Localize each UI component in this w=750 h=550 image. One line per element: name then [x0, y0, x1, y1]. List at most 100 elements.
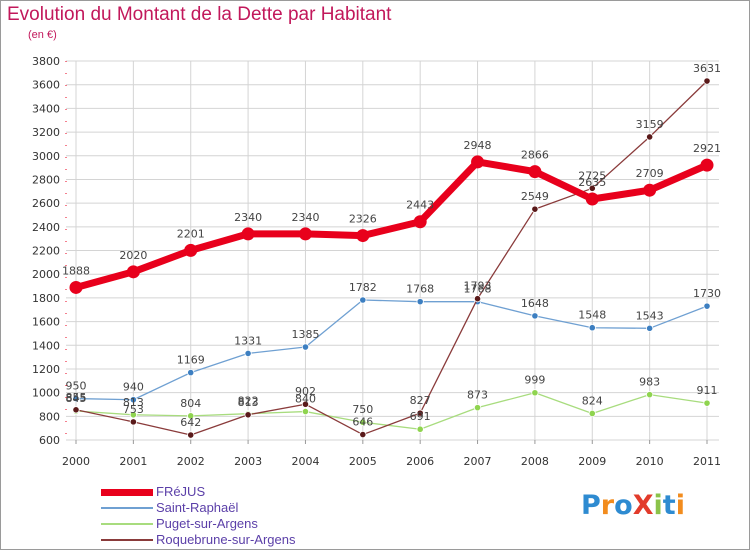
series-2-point — [588, 409, 596, 418]
data-label: 840 — [295, 393, 316, 406]
y-tick-label: 2000 — [32, 268, 60, 281]
x-tick-label: 2000 — [62, 455, 90, 468]
y-tick-label: 2600 — [32, 197, 60, 210]
series-1-point — [187, 369, 195, 377]
x-tick-label: 2005 — [349, 455, 377, 468]
data-label: 813 — [123, 396, 144, 409]
data-label: 1648 — [521, 297, 549, 310]
data-label: 2635 — [578, 176, 606, 189]
y-tick-label: 1800 — [32, 292, 60, 305]
series-1-point — [703, 302, 711, 310]
series-3-point — [531, 205, 539, 213]
data-label: 2326 — [349, 213, 377, 226]
data-label: 813 — [238, 396, 259, 409]
y-tick-label: 2800 — [32, 173, 60, 186]
data-label: 3631 — [693, 62, 721, 75]
data-label: 873 — [467, 389, 488, 402]
series-0-point — [471, 155, 485, 169]
data-label: 1782 — [349, 281, 377, 294]
series-1-point — [646, 324, 654, 332]
y-tick-label: 2200 — [32, 245, 60, 258]
legend-label: FRéJUS — [156, 484, 206, 499]
series-0-point — [528, 165, 542, 179]
data-label: 827 — [410, 394, 431, 407]
y-tick-label: 2400 — [32, 221, 60, 234]
y-tick-label: 1600 — [32, 316, 60, 329]
data-label: 1768 — [464, 283, 492, 296]
data-label: 2948 — [464, 139, 492, 152]
grid — [66, 60, 719, 441]
data-label: 2866 — [521, 149, 549, 162]
data-label: 902 — [295, 385, 316, 398]
series-3-point — [588, 184, 596, 192]
y-tick-label: 3200 — [32, 126, 60, 139]
data-label: 804 — [180, 397, 201, 410]
y-tick-label: 800 — [39, 410, 60, 423]
y-tick-label: 600 — [39, 434, 60, 447]
series-1-point — [301, 343, 310, 351]
series-3-point — [646, 133, 654, 141]
series-line-0 — [72, 158, 711, 291]
data-label: 2020 — [119, 249, 147, 262]
data-label: 1888 — [62, 264, 90, 277]
series-0-point — [700, 158, 714, 172]
series-3-point — [301, 400, 310, 408]
series-2-point — [473, 404, 482, 412]
data-label: 2725 — [578, 169, 606, 182]
series-2-point — [416, 425, 424, 433]
series-1-point — [531, 312, 539, 320]
logo-letter: i — [675, 490, 685, 521]
logo-letter: r — [600, 490, 615, 521]
data-label: 940 — [123, 381, 144, 394]
series-3-point — [473, 295, 482, 303]
series-3-point — [416, 409, 424, 417]
data-label: 2340 — [291, 211, 319, 224]
x-tick-label: 2008 — [521, 455, 549, 468]
data-label: 691 — [410, 410, 431, 423]
series-line-1 — [75, 299, 708, 401]
x-tick-label: 2010 — [636, 455, 664, 468]
x-tick-label: 2001 — [119, 455, 147, 468]
logo-letter: X — [632, 490, 654, 521]
data-label: 2709 — [636, 167, 664, 180]
series-line-2 — [75, 392, 708, 430]
data-label: 1768 — [406, 283, 434, 296]
series-0-point — [413, 215, 427, 229]
data-label: 2340 — [234, 211, 262, 224]
legend-label: Saint-Raphaël — [156, 500, 239, 515]
data-label: 950 — [66, 380, 87, 393]
y-tick-label: 3000 — [32, 150, 60, 163]
data-label: 999 — [524, 374, 545, 387]
proxiti-logo: ProXiti — [581, 490, 685, 521]
series-2-point — [187, 412, 195, 420]
series-0-point — [356, 229, 370, 243]
series-0-point — [241, 227, 255, 241]
y-tick-label: 3600 — [32, 79, 60, 92]
logo-letter: o — [614, 490, 633, 521]
data-label: 2549 — [521, 190, 549, 203]
chart-subtitle: (en €) — [28, 29, 57, 41]
legend-label: Roquebrune-sur-Argens — [156, 532, 296, 547]
data-label: 753 — [123, 403, 144, 416]
series-1-point — [244, 349, 252, 358]
legend-swatch — [101, 523, 153, 525]
legend-swatch — [101, 507, 153, 509]
series-2-point — [703, 399, 711, 407]
y-tick-label: 1000 — [32, 387, 60, 400]
series-2-point — [301, 407, 310, 416]
series-2-point — [129, 411, 137, 419]
legend-label: Puget-sur-Argens — [156, 516, 258, 531]
data-labels: 950 940 1169 1331 1385 1782 1768 1768 1648 1548 15… — [62, 62, 721, 429]
series — [69, 77, 714, 439]
data-label: 855 — [66, 391, 87, 404]
data-label: 2443 — [406, 199, 434, 212]
data-label: 1548 — [578, 309, 606, 322]
series-1-point — [129, 396, 137, 404]
chart-title: Evolution du Montant de la Dette par Hab… — [7, 4, 392, 25]
logo-letter: t — [662, 490, 676, 521]
series-2-point — [359, 418, 367, 426]
series-1-point — [588, 324, 596, 332]
x-tick-label: 2009 — [578, 455, 606, 468]
x-tick-label: 2003 — [234, 455, 262, 468]
series-0-point — [643, 183, 657, 197]
